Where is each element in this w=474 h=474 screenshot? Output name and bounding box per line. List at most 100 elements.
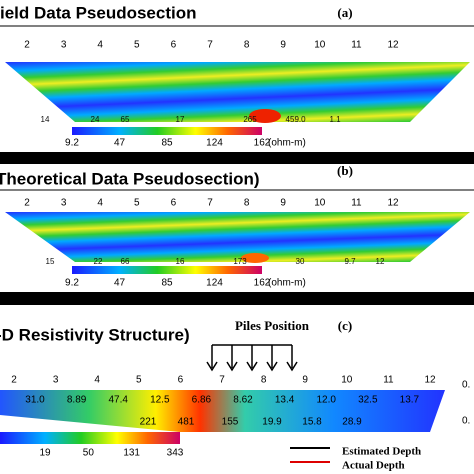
data-value: 8.62	[233, 395, 253, 406]
data-value: 12.5	[150, 395, 170, 406]
data-value: 16	[176, 257, 185, 266]
colorbar-tick: 124	[206, 138, 223, 149]
electrode-label: 10	[314, 40, 326, 51]
electrode-label: 9	[280, 198, 286, 209]
data-value: 9.7	[344, 257, 356, 266]
electrode-label: 7	[219, 375, 225, 386]
separator	[0, 292, 474, 305]
colorbar-tick: 343	[167, 448, 184, 459]
data-value: 65	[121, 115, 130, 124]
electrode-label: 6	[171, 198, 177, 209]
data-value: 1.1	[329, 115, 341, 124]
data-value: 66	[121, 257, 130, 266]
panel-label: (a)	[337, 5, 352, 20]
data-value: 45	[286, 115, 295, 124]
data-value: 32.5	[358, 395, 378, 406]
colorbar-tick: 50	[83, 448, 95, 459]
panel-title: Theoretical Data Pseudosection)	[0, 169, 260, 188]
colorbar	[72, 127, 262, 135]
colorbar	[0, 432, 180, 444]
electrode-label: 5	[136, 375, 142, 386]
electrode-label: 11	[351, 198, 362, 209]
legend-label: Estimated Depth	[342, 446, 421, 458]
colorbar-tick: 9.2	[65, 278, 79, 289]
electrode-label: 8	[244, 198, 250, 209]
electrode-label: 6	[178, 375, 184, 386]
electrode-label: 4	[97, 198, 103, 209]
colorbar-tick: 162	[254, 138, 271, 149]
colorbar-tick: 85	[161, 278, 173, 289]
electrode-label: 7	[207, 40, 213, 51]
colorbar-tick: 47	[114, 138, 126, 149]
colorbar-unit: (ohm-m)	[268, 138, 306, 149]
legend-label: Actual Depth	[342, 460, 405, 472]
electrode-label: 11	[351, 40, 362, 51]
electrode-label: 10	[314, 198, 326, 209]
data-value: 31.0	[25, 395, 45, 406]
electrode-label: 6	[171, 40, 177, 51]
electrode-label: 9	[280, 40, 286, 51]
electrode-label: 10	[341, 375, 353, 386]
data-value: 173	[233, 257, 247, 266]
panel-label: (c)	[338, 318, 352, 333]
data-value: 47.4	[108, 395, 128, 406]
panel-title: ield Data Pseudosection	[0, 3, 197, 22]
electrode-label: 2	[24, 40, 30, 51]
depth-label: 0.	[462, 416, 470, 427]
anomaly	[249, 109, 281, 123]
data-value: 30	[296, 257, 305, 266]
data-value: 15.8	[302, 417, 322, 428]
separator	[0, 152, 474, 164]
data-value: 12.0	[316, 395, 336, 406]
anomaly	[241, 253, 269, 263]
colorbar	[72, 266, 262, 274]
data-value: 481	[178, 417, 195, 428]
depth-label: 0.	[462, 380, 470, 391]
panel-label: (b)	[337, 163, 353, 178]
electrode-label: 4	[94, 375, 100, 386]
data-value: 28.9	[342, 417, 362, 428]
data-value: 15	[46, 257, 55, 266]
electrode-label: 4	[97, 40, 103, 51]
electrode-label: 9	[302, 375, 308, 386]
electrode-label: 2	[11, 375, 17, 386]
pseudosection	[5, 62, 470, 122]
data-value: 17	[176, 115, 185, 124]
data-value: 13.4	[275, 395, 295, 406]
electrode-label: 12	[387, 40, 399, 51]
data-value: 14	[41, 115, 50, 124]
electrode-label: 5	[134, 198, 140, 209]
electrode-label: 3	[53, 375, 59, 386]
colorbar-tick: 162	[254, 278, 271, 289]
pseudosection	[5, 212, 470, 262]
data-value: 13.7	[400, 395, 420, 406]
electrode-label: 12	[424, 375, 436, 386]
data-value: 8.89	[67, 395, 87, 406]
electrode-label: 12	[387, 198, 399, 209]
data-value: 9.0	[294, 115, 306, 124]
electrode-label: 5	[134, 40, 140, 51]
colorbar-tick: 124	[206, 278, 223, 289]
electrode-label: 3	[61, 198, 67, 209]
colorbar-tick: 19	[39, 448, 51, 459]
piles-label: Piles Position	[235, 318, 310, 333]
pile-arrows	[206, 344, 298, 372]
data-value: 12	[376, 257, 385, 266]
section	[0, 390, 445, 432]
data-value: 24	[91, 115, 100, 124]
electrode-label: 3	[61, 40, 67, 51]
electrode-label: 2	[24, 198, 30, 209]
data-value: 19.9	[262, 417, 282, 428]
colorbar-tick: 47	[114, 278, 126, 289]
data-value: 6.86	[192, 395, 212, 406]
data-value: 221	[140, 417, 157, 428]
colorbar-unit: (ohm-m)	[268, 278, 306, 289]
electrode-label: 11	[383, 375, 394, 386]
colorbar-tick: 131	[123, 448, 140, 459]
data-value: 22	[94, 257, 103, 266]
data-value: 155	[222, 417, 239, 428]
panel-title: -D Resistivity Structure)	[0, 325, 190, 344]
data-value: 265	[243, 115, 257, 124]
electrode-label: 7	[207, 198, 213, 209]
